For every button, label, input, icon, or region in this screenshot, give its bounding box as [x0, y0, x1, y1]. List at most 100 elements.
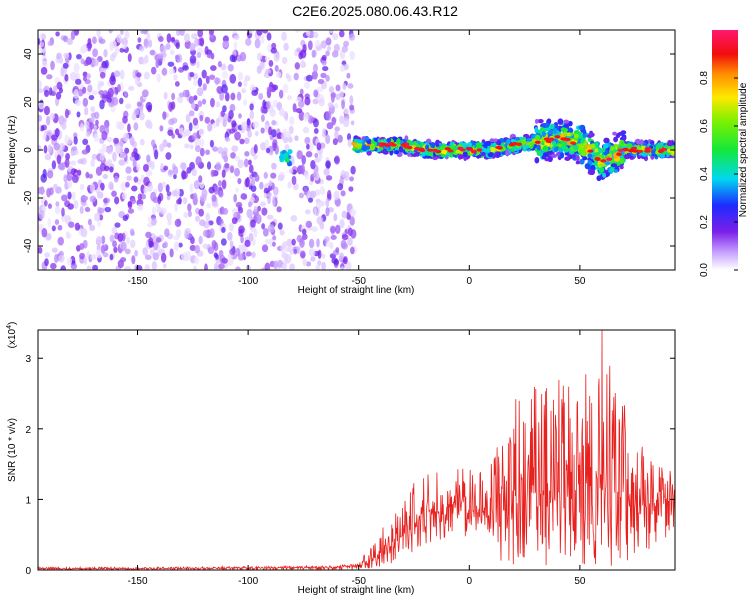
spectrogram-cell [310, 160, 316, 170]
spectrogram-cell [350, 246, 355, 255]
spectrogram-x-axis-label: Height of straight line (km) [298, 285, 415, 296]
spectrogram-cell [313, 89, 319, 98]
spectrogram-cell [329, 225, 336, 234]
spectrogram-cell [150, 191, 157, 202]
spectrogram-cell [174, 218, 182, 228]
spectrogram-cell [109, 253, 114, 261]
spectrogram-cell [57, 224, 63, 231]
spectrogram-cell [103, 48, 108, 58]
spectrogram-cell [220, 238, 227, 246]
spectrogram-cell [106, 146, 113, 155]
spectrogram-cell [333, 213, 338, 222]
spectrogram-cell [659, 153, 666, 159]
spectrogram-cell [251, 89, 259, 96]
spectrogram-cell [175, 42, 180, 50]
spectrogram-cell [211, 194, 217, 202]
spectrogram-cell [610, 145, 616, 151]
spectrogram-cell [266, 214, 274, 220]
spectrogram-cell [349, 176, 355, 182]
spectrogram-cell [413, 151, 420, 156]
spectrogram-cell [50, 262, 57, 270]
spectrogram-cell [321, 253, 326, 259]
spectrogram-cell [162, 181, 166, 188]
spectrogram-cell [54, 219, 60, 226]
spectrogram-cell [554, 146, 559, 153]
spectrogram-cell [137, 193, 143, 201]
spectrogram-cell [316, 200, 322, 209]
spectrogram-cell [211, 122, 217, 129]
spectrogram-cell [346, 133, 352, 141]
spectrogram-cell [183, 211, 189, 219]
spectrogram-cell [312, 98, 319, 105]
spectrogram-cell [189, 71, 195, 78]
spectrogram-cell [248, 164, 254, 174]
spectrogram-cell [462, 151, 468, 158]
spectrogram-cell [80, 228, 88, 238]
spectrogram-cell [210, 65, 217, 71]
spectrogram-cell [161, 67, 168, 76]
spectrogram-cell [341, 45, 348, 53]
spectrogram-cell [281, 263, 288, 270]
spectrogram-cell [600, 166, 604, 174]
spectrogram-cell [142, 163, 149, 172]
spectrogram-cell [579, 158, 585, 165]
spectrogram-cell [192, 117, 199, 126]
spectrogram-cell [217, 146, 224, 155]
spectrogram-cell [231, 120, 237, 128]
spectrogram-cell [534, 126, 539, 134]
spectrogram-cell [346, 72, 351, 79]
spectrogram-cell [265, 147, 271, 154]
spectrogram-cell [167, 129, 174, 137]
spectrogram-cell [133, 122, 139, 131]
spectrogram-cell [636, 139, 641, 145]
spectrogram-cell [206, 53, 213, 59]
spectrogram-cell [109, 166, 114, 173]
spectrogram-cell [342, 82, 347, 90]
spectrogram-cell [238, 113, 242, 119]
spectrogram-cell [218, 190, 224, 198]
spectrogram-cell [248, 232, 254, 243]
spectrogram-cell [278, 154, 284, 160]
spectrogram-cell [237, 159, 244, 168]
spectrogram-cell [75, 78, 82, 85]
spectrogram-cell [560, 127, 567, 132]
spectrogram-cell [118, 121, 124, 131]
spectrogram-cell [277, 174, 285, 182]
spectrogram-cell [303, 186, 308, 196]
spectrogram-cell [174, 202, 178, 213]
spectrogram-cell [193, 95, 198, 101]
spectrogram-cell [334, 103, 339, 109]
spectrogram-cell [180, 162, 187, 171]
spectrogram-cell [250, 227, 257, 233]
spectrogram-cell [199, 180, 205, 189]
spectrogram-cell [284, 157, 290, 163]
spectrogram-cell [444, 147, 451, 151]
spectrogram-cell [113, 70, 121, 78]
spectrogram-cell [189, 161, 195, 171]
spectrogram-cell [283, 152, 289, 158]
spectrogram-cell [339, 90, 344, 99]
spectrogram-cell [125, 181, 130, 188]
spectrogram-cell [617, 131, 624, 136]
spectrogram-cell [112, 240, 117, 248]
spectrogram-cell [496, 140, 502, 146]
spectrogram-cell [481, 151, 486, 157]
spectrogram-cell [457, 154, 464, 160]
spectrogram-cell [552, 141, 557, 146]
spectrogram-cell [347, 227, 353, 237]
spectrogram-cell [221, 169, 226, 178]
spectrogram-cell [605, 172, 611, 177]
spectrogram-cell [440, 149, 448, 155]
spectrogram-cell [551, 153, 557, 159]
spectrogram-cell [534, 140, 541, 144]
spectrogram-cell [386, 142, 393, 146]
spectrogram-cell [302, 126, 310, 134]
spectrogram-x-tick-label: -50 [351, 276, 366, 287]
spectrogram-cell [166, 212, 173, 222]
spectrogram-cell [157, 35, 164, 43]
spectrogram-cell [99, 81, 105, 87]
spectrogram-cell [535, 134, 541, 141]
spectrogram-cell [258, 93, 264, 100]
spectrogram-cell [111, 96, 119, 106]
spectrogram-cell [254, 38, 261, 49]
